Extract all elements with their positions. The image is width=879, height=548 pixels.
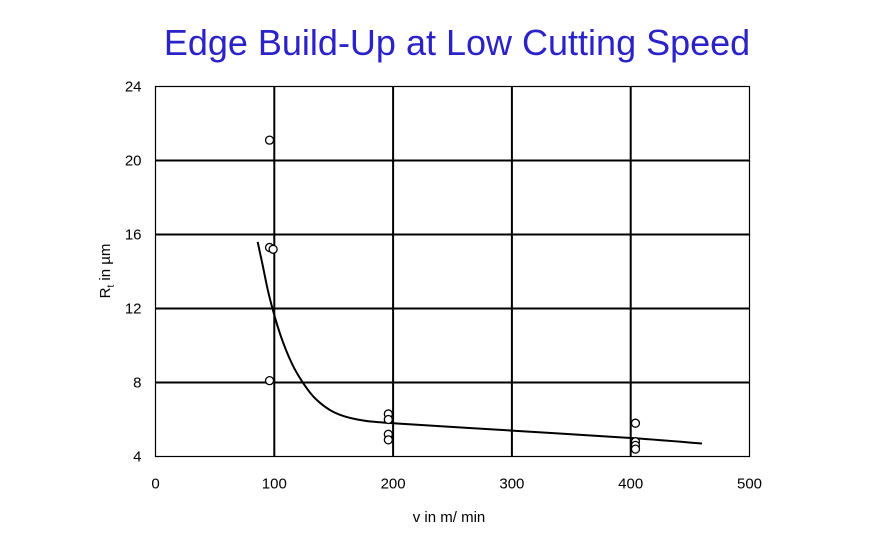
y-tick-label: 20 (125, 153, 142, 170)
trend-line-group (256, 241, 703, 445)
data-point (264, 375, 275, 386)
data-point (383, 414, 393, 425)
data-point (630, 418, 641, 428)
plot-frame (154, 85, 751, 458)
y-tick-label: 4 (133, 449, 141, 466)
y-axis-label: Rt in µm (97, 244, 117, 299)
data-point (264, 135, 275, 145)
x-tick-label: 300 (499, 476, 524, 493)
x-tick-label: 200 (381, 476, 406, 493)
y-tick-labels: 4 8 12 16 20 24 (125, 79, 142, 466)
grid-lines (155, 86, 750, 457)
chart-title: Edge Build-Up at Low Cutting Speed (163, 22, 751, 63)
x-tick-labels: 0 100 200 300 400 500 (151, 476, 762, 493)
y-tick-label: 24 (125, 79, 142, 96)
x-axis-label: v in m/ min (413, 509, 486, 526)
data-points (264, 135, 641, 454)
y-tick-label: 12 (125, 301, 142, 318)
y-axis-label-subscript: t (106, 285, 117, 288)
x-tick-label: 100 (262, 476, 287, 493)
data-point (383, 435, 393, 445)
x-tick-label: 500 (737, 476, 762, 493)
x-tick-label: 0 (151, 476, 159, 493)
y-tick-label: 8 (133, 375, 141, 392)
data-point (268, 244, 278, 254)
trend-line (256, 241, 703, 445)
y-axis-label-main: R (97, 287, 114, 298)
y-axis-label-rest: in µm (97, 244, 114, 285)
data-point (630, 444, 641, 454)
x-tick-label: 400 (618, 476, 643, 493)
y-tick-label: 16 (125, 227, 142, 244)
